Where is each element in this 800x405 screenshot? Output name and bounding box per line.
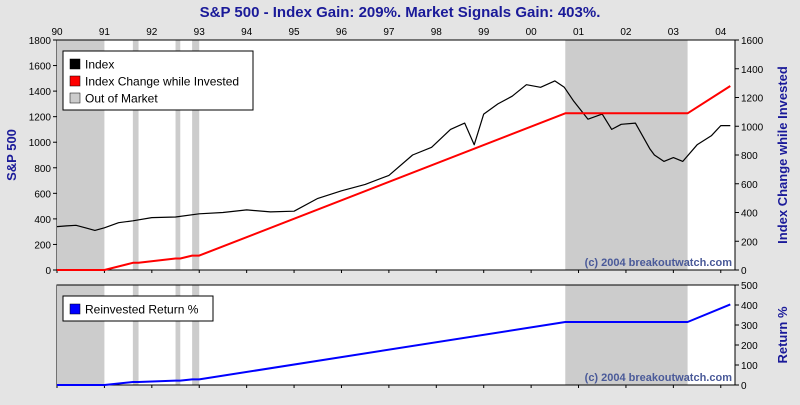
y-axis-title-left: S&P 500 — [4, 129, 19, 181]
y-tick-label-left: 1800 — [29, 36, 52, 47]
y-tick-label-left: 200 — [34, 240, 51, 251]
y-tick-label-left: 0 — [45, 266, 51, 277]
out-of-market-band — [175, 40, 181, 270]
y-tick-label-right: 800 — [741, 151, 758, 162]
out-of-market-band — [565, 40, 688, 270]
watermark: (c) 2004 breakoutwatch.com — [585, 372, 733, 384]
y-tick-label-left: 1600 — [29, 62, 52, 73]
y-tick-label-left: 600 — [34, 189, 51, 200]
y-tick-label-right: 300 — [741, 321, 758, 332]
y-tick-label-left: 1200 — [29, 113, 52, 124]
y-tick-label-right: 1400 — [741, 65, 764, 76]
chart-title: S&P 500 - Index Gain: 209%. Market Signa… — [200, 4, 601, 21]
out-of-market-band — [192, 40, 200, 270]
legend-swatch — [69, 303, 81, 315]
legend-swatch — [69, 58, 81, 70]
out-of-market-band — [175, 285, 181, 385]
legend-label: Out of Market — [85, 92, 158, 106]
y-tick-label-left: 1000 — [29, 138, 52, 149]
y-tick-label-right: 200 — [741, 237, 758, 248]
year-tick-label: 94 — [241, 27, 253, 38]
out-of-market-band — [132, 40, 139, 270]
year-tick-label: 91 — [99, 27, 111, 38]
year-tick-label: 92 — [146, 27, 158, 38]
y-axis-title-right-bottom: Return % — [775, 306, 790, 364]
watermark: (c) 2004 breakoutwatch.com — [585, 257, 733, 269]
y-tick-label-right: 400 — [741, 301, 758, 312]
legend-swatch — [69, 75, 81, 87]
year-tick-label: 02 — [620, 27, 632, 38]
year-tick-label: 96 — [336, 27, 348, 38]
y-tick-label-left: 800 — [34, 164, 51, 175]
y-axis-title-right: Index Change while Invested — [775, 66, 790, 244]
year-tick-label: 98 — [431, 27, 443, 38]
legend-label: Index Change while Invested — [85, 75, 239, 89]
legend-box-bottom — [62, 295, 214, 322]
legend-label: Index — [85, 58, 114, 72]
year-tick-label: 90 — [51, 27, 63, 38]
out-of-market-band — [565, 285, 688, 385]
year-tick-label: 97 — [383, 27, 395, 38]
legend-box-top — [62, 50, 254, 111]
series-line-top-0 — [56, 80, 731, 231]
series-line-bottom-0 — [57, 303, 731, 386]
series-line-top-1 — [57, 85, 731, 271]
y-tick-label-right: 600 — [741, 180, 758, 191]
y-tick-label-right: 500 — [741, 281, 758, 292]
y-tick-label-right: 200 — [741, 341, 758, 352]
year-tick-label: 04 — [715, 27, 727, 38]
y-tick-label-left: 400 — [34, 215, 51, 226]
y-tick-label-right: 400 — [741, 209, 758, 220]
year-tick-label: 03 — [668, 27, 680, 38]
year-tick-label: 93 — [194, 27, 206, 38]
out-of-market-band — [132, 285, 139, 385]
year-tick-label: 01 — [573, 27, 585, 38]
out-of-market-band — [192, 285, 200, 385]
legend-swatch — [69, 92, 81, 104]
y-tick-label-right: 1200 — [741, 94, 764, 105]
year-tick-label: 95 — [289, 27, 301, 38]
y-tick-label-left: 1400 — [29, 87, 52, 98]
y-tick-label-right: 1000 — [741, 122, 764, 133]
y-tick-label-right: 1600 — [741, 36, 764, 47]
year-tick-label: 00 — [526, 27, 538, 38]
legend-label: Reinvested Return % — [85, 303, 199, 317]
year-tick-label: 99 — [478, 27, 490, 38]
y-tick-label-right: 0 — [741, 266, 747, 277]
y-tick-label-right: 0 — [741, 381, 747, 392]
y-tick-label-right: 100 — [741, 361, 758, 372]
